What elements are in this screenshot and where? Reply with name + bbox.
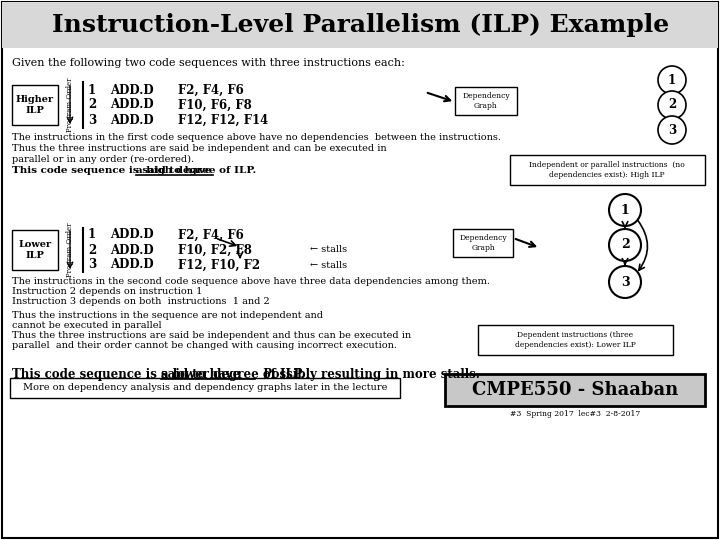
Bar xyxy=(10,378,400,398)
Text: 3: 3 xyxy=(88,113,96,126)
Text: Given the following two code sequences with three instructions each:: Given the following two code sequences w… xyxy=(12,58,405,68)
Text: 1: 1 xyxy=(621,204,629,217)
Text: 3: 3 xyxy=(621,275,629,288)
Bar xyxy=(12,85,58,125)
Text: F12, F12, F14: F12, F12, F14 xyxy=(178,113,269,126)
Bar xyxy=(453,229,513,257)
Text: parallel or in any order (re-ordered).: parallel or in any order (re-ordered). xyxy=(12,155,194,164)
Text: F10, F6, F8: F10, F6, F8 xyxy=(178,98,252,111)
Text: F12, F10, F2: F12, F10, F2 xyxy=(178,259,260,272)
Text: ADD.D: ADD.D xyxy=(110,228,153,241)
Text: parallel  and their order cannot be changed with causing incorrect execution.: parallel and their order cannot be chang… xyxy=(12,341,397,350)
Text: ADD.D: ADD.D xyxy=(110,98,153,111)
Circle shape xyxy=(658,116,686,144)
Text: ADD.D: ADD.D xyxy=(110,84,153,97)
Text: Instruction-Level Parallelism (ILP) Example: Instruction-Level Parallelism (ILP) Exam… xyxy=(53,13,670,37)
Bar xyxy=(455,87,517,115)
Circle shape xyxy=(658,91,686,119)
Bar xyxy=(478,325,673,355)
Text: F10, F2, F8: F10, F2, F8 xyxy=(178,244,252,256)
Text: More on dependency analysis and dependency graphs later in the lecture: More on dependency analysis and dependen… xyxy=(23,383,387,393)
Text: 1: 1 xyxy=(668,73,676,86)
Text: Thus the instructions in the sequence are not independent and: Thus the instructions in the sequence ar… xyxy=(12,311,323,320)
Text: 2: 2 xyxy=(668,98,676,111)
Circle shape xyxy=(609,194,641,226)
Text: Independent or parallel instructions  (no
dependencies exist): High ILP: Independent or parallel instructions (no… xyxy=(529,161,685,179)
Text: ADD.D: ADD.D xyxy=(110,259,153,272)
Text: ← stalls: ← stalls xyxy=(310,260,347,269)
Text: Thus the three instructions are said be independent and can be executed in: Thus the three instructions are said be … xyxy=(12,144,387,153)
Circle shape xyxy=(609,266,641,298)
Text: Possibly resulting in more stalls.: Possibly resulting in more stalls. xyxy=(256,368,480,381)
Text: Dependency
Graph: Dependency Graph xyxy=(462,92,510,110)
Text: 2: 2 xyxy=(621,239,629,252)
Circle shape xyxy=(658,66,686,94)
Circle shape xyxy=(609,229,641,261)
Text: 3: 3 xyxy=(88,259,96,272)
Bar xyxy=(510,155,705,185)
Text: Higher
ILP: Higher ILP xyxy=(16,95,54,114)
Text: Program Order: Program Order xyxy=(66,78,74,132)
Text: The instructions in the second code sequence above have three data dependencies : The instructions in the second code sequ… xyxy=(12,277,490,286)
Bar xyxy=(445,374,705,406)
Text: The instructions in the first code sequence above have no dependencies  between : The instructions in the first code seque… xyxy=(12,133,501,142)
Text: ← stalls: ← stalls xyxy=(310,246,347,254)
Bar xyxy=(2,2,718,48)
Text: cannot be executed in parallel: cannot be executed in parallel xyxy=(12,321,161,330)
Text: Dependent instructions (three
dependencies exist): Lower ILP: Dependent instructions (three dependenci… xyxy=(515,332,636,349)
Text: 3: 3 xyxy=(668,124,676,137)
Text: 1: 1 xyxy=(88,84,96,97)
Text: 2: 2 xyxy=(88,244,96,256)
Text: Program Order: Program Order xyxy=(66,222,74,277)
Text: Dependency
Graph: Dependency Graph xyxy=(459,234,507,252)
Text: Lower
ILP: Lower ILP xyxy=(19,240,52,260)
Text: F2, F4, F6: F2, F4, F6 xyxy=(178,84,244,97)
Text: CMPE550 - Shaaban: CMPE550 - Shaaban xyxy=(472,381,678,399)
Text: 1: 1 xyxy=(88,228,96,241)
Text: a high degree of ILP.: a high degree of ILP. xyxy=(136,166,256,175)
Text: This code sequence is said to have: This code sequence is said to have xyxy=(12,166,215,175)
Text: F2, F4, F6: F2, F4, F6 xyxy=(178,228,244,241)
Text: Thus the three instructions are said be independent and thus can be executed in: Thus the three instructions are said be … xyxy=(12,331,411,340)
Text: Instruction 2 depends on instruction 1: Instruction 2 depends on instruction 1 xyxy=(12,287,202,296)
Bar xyxy=(12,230,58,270)
Text: Instruction 3 depends on both  instructions  1 and 2: Instruction 3 depends on both instructio… xyxy=(12,297,270,306)
Text: #3  Spring 2017  lec#3  2-8-2017: #3 Spring 2017 lec#3 2-8-2017 xyxy=(510,410,640,418)
Text: a lower degree of ILP.: a lower degree of ILP. xyxy=(161,368,305,381)
Text: 2: 2 xyxy=(88,98,96,111)
Text: This code sequence is said to have: This code sequence is said to have xyxy=(12,368,244,381)
Text: ADD.D: ADD.D xyxy=(110,244,153,256)
Text: ADD.D: ADD.D xyxy=(110,113,153,126)
